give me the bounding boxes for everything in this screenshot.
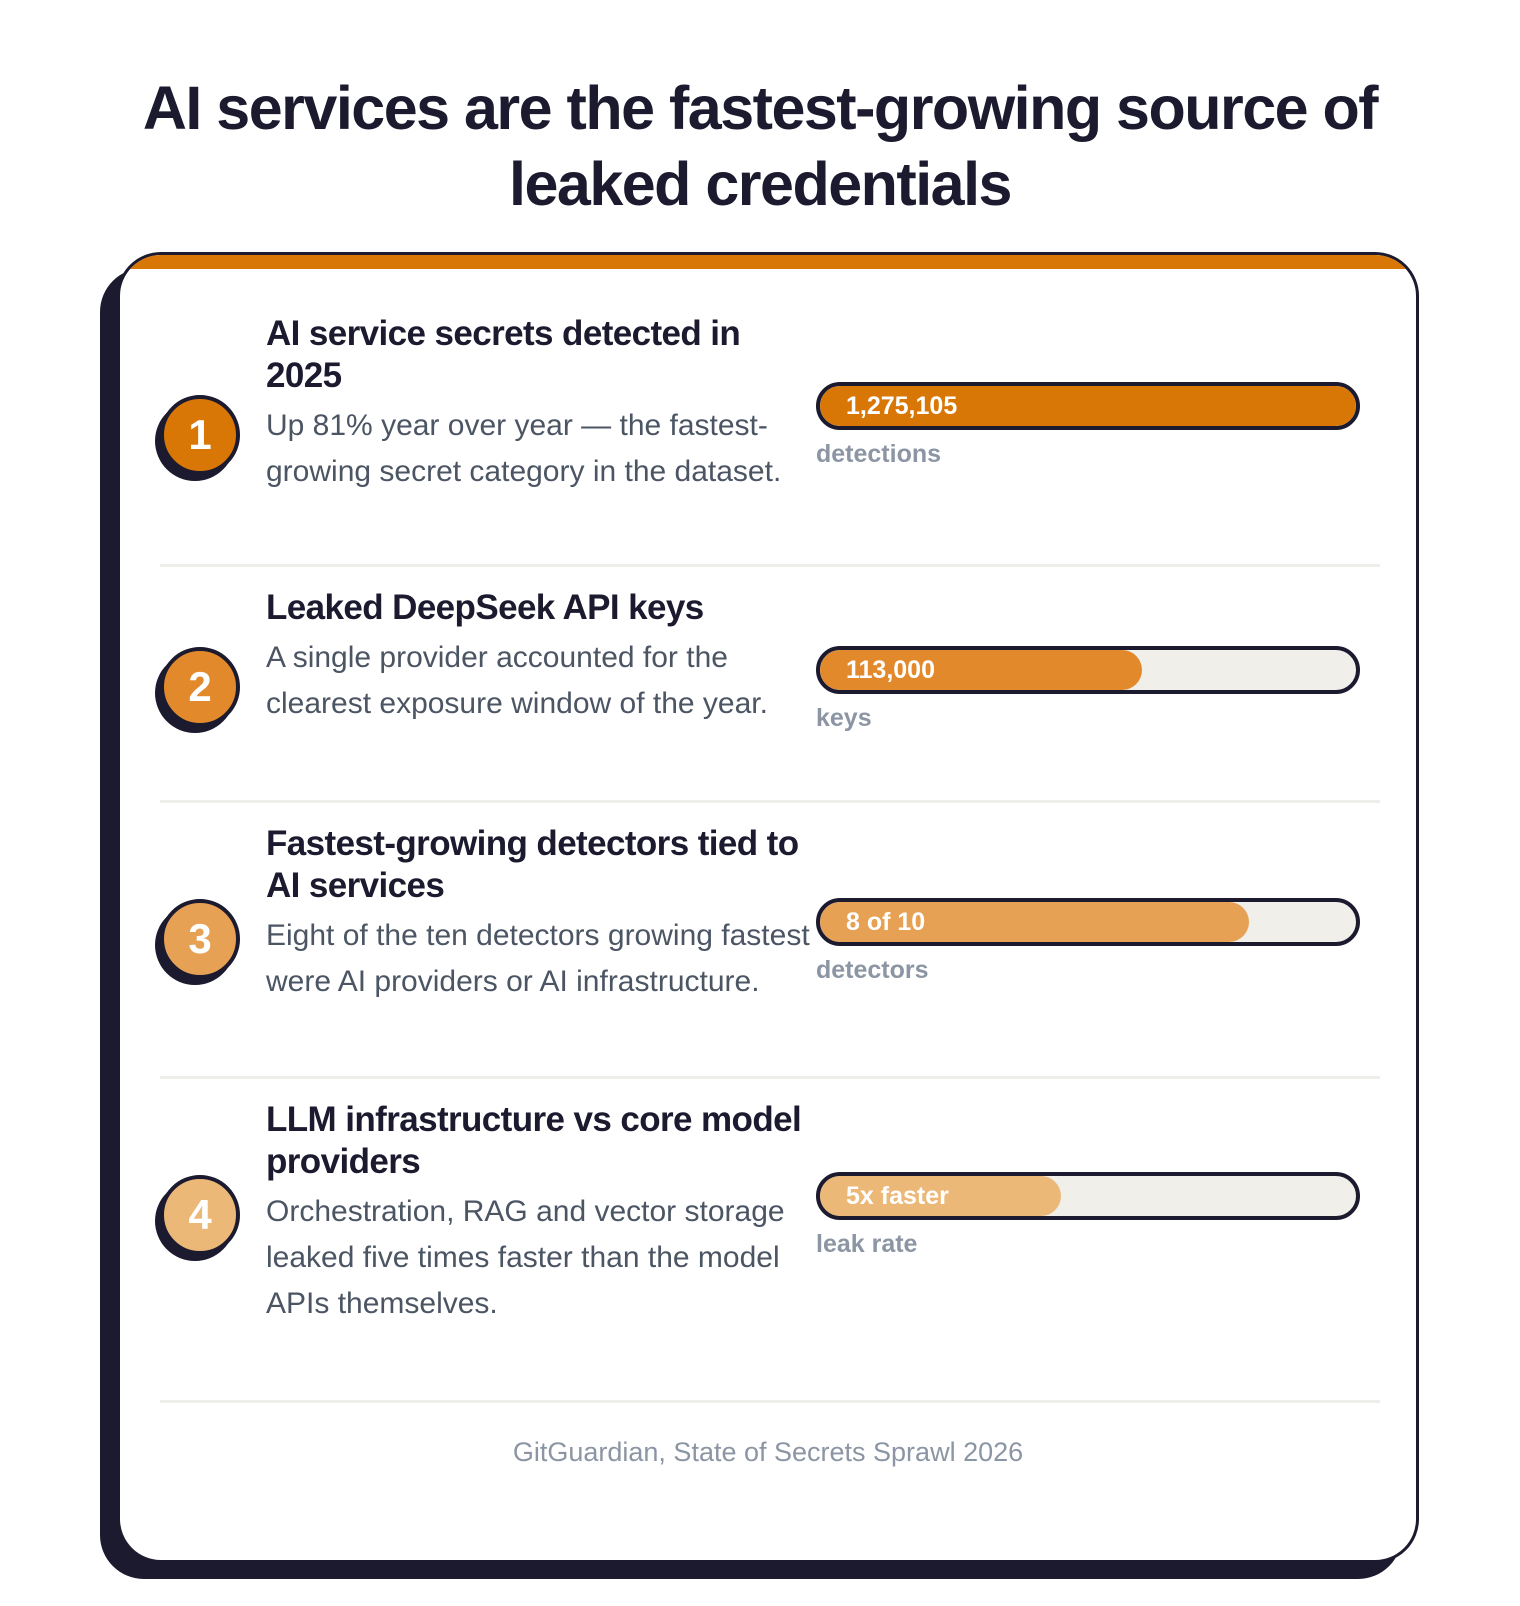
row-description: Up 81% year over year — the fastest-grow…: [266, 409, 782, 488]
source-caption: GitGuardian, State of Secrets Sprawl 202…: [512, 1437, 1024, 1467]
bar-value-label: 8 of 10: [846, 908, 926, 936]
row-heading: LLM infrastructure vs core model provide…: [266, 1100, 802, 1181]
row-heading: Leaked DeepSeek API keys: [266, 588, 704, 627]
bar-unit-label: leak rate: [816, 1230, 918, 1258]
stat-row-3: 3 Fastest-growing detectors tied to AI s…: [160, 803, 1380, 1079]
stat-row-1: 1 AI service secrets detected in 2025 Up…: [160, 303, 1380, 567]
row-text: AI service secrets detected in 2025 Up 8…: [266, 313, 811, 495]
bar-track: 1,275,105: [816, 382, 1360, 430]
bar-unit-label: detections: [816, 440, 942, 468]
card-accent-bar: [120, 255, 1416, 269]
row-description: Orchestration, RAG and vector storage le…: [266, 1195, 785, 1320]
bar-value-label: 5x faster: [846, 1182, 949, 1210]
bar-track: 113,000: [816, 646, 1360, 694]
bar-fill: [820, 386, 1356, 426]
bar-fill: [820, 902, 1249, 942]
bar-track: 8 of 10: [816, 898, 1360, 946]
row-text: Leaked DeepSeek API keys A single provid…: [266, 587, 811, 727]
row-text: LLM infrastructure vs core model provide…: [266, 1099, 811, 1327]
bar-value-label: 113,000: [846, 656, 935, 684]
bar-unit-label: detectors: [816, 956, 929, 984]
row-heading: AI service secrets detected in 2025: [266, 314, 741, 395]
stat-row-2: 2 Leaked DeepSeek API keys A single prov…: [160, 567, 1380, 803]
stat-row-4: 4 LLM infrastructure vs core model provi…: [160, 1079, 1380, 1403]
page-title: AI services are the fastest-growing sour…: [142, 74, 1379, 218]
bar-fill: [820, 650, 1142, 690]
row-description: A single provider accounted for the clea…: [266, 641, 768, 720]
row-number-badge: 1: [160, 395, 240, 475]
row-number-badge: 4: [160, 1175, 240, 1255]
bar-unit-label: keys: [816, 704, 872, 732]
bar-track: 5x faster: [816, 1172, 1360, 1220]
row-heading: Fastest-growing detectors tied to AI ser…: [266, 824, 799, 905]
bar-fill: [820, 1176, 1062, 1216]
row-description: Eight of the ten detectors growing faste…: [266, 919, 810, 998]
bar-value-label: 1,275,105: [846, 392, 958, 420]
row-text: Fastest-growing detectors tied to AI ser…: [266, 823, 811, 1005]
row-number-badge: 3: [160, 899, 240, 979]
row-number-badge: 2: [160, 647, 240, 727]
stats-card: 1 AI service secrets detected in 2025 Up…: [117, 252, 1419, 1563]
